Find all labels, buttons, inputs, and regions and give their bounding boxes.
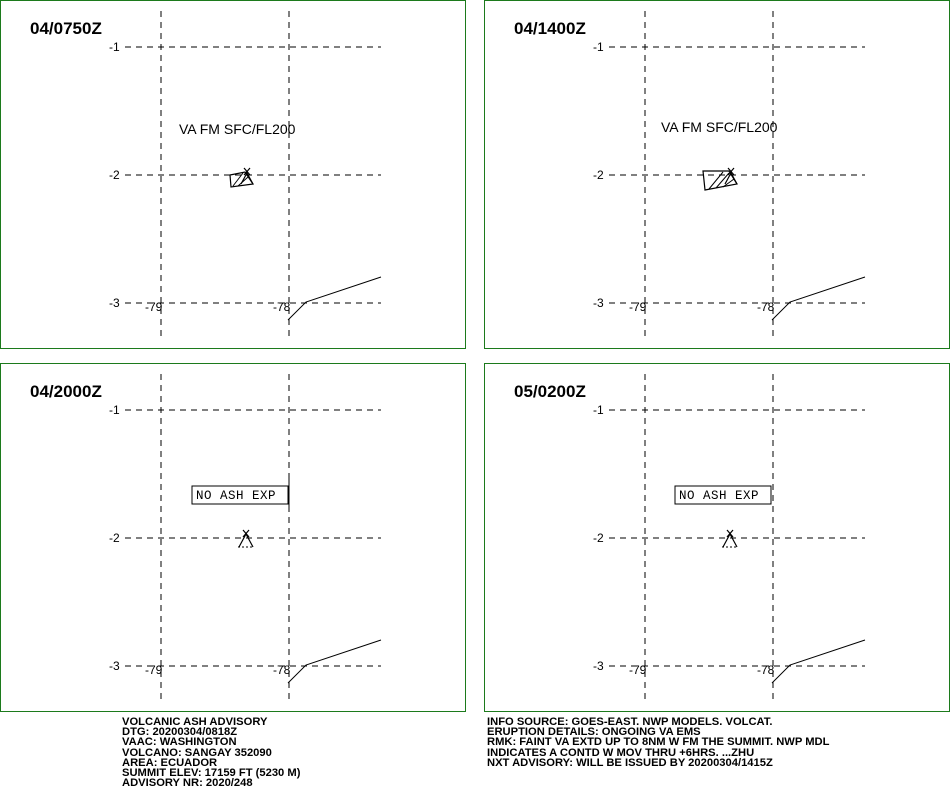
latitude-label: -3 [109, 659, 120, 673]
forecast-panel: 04/2000Z -1 -2 -3 -79 -78 NO ASH EXP [0, 363, 466, 712]
advisory-details-block: INFO SOURCE: GOES-EAST. NWP MODELS. VOLC… [487, 716, 830, 769]
panel-map: -1 -2 -3 -79 -78 NO ASH EXP [593, 374, 866, 704]
no-ash-box [674, 485, 772, 505]
volcano-icon [238, 529, 254, 548]
forecast-panel: 04/0750Z -1 -2 -3 -79 -78 VA FM SFC/FL200 [0, 0, 466, 349]
ash-height-label: VA FM SFC/FL200 [179, 121, 296, 137]
latitude-label: -1 [109, 40, 120, 54]
coastline [771, 276, 866, 321]
panel-map: -1 -2 -3 -79 -78 NO ASH EXP [109, 374, 382, 704]
latitude-label: -3 [109, 296, 120, 310]
panel-time-label: 04/2000Z [30, 382, 102, 401]
latitude-label: -2 [109, 531, 120, 545]
latitude-label: -2 [109, 168, 120, 182]
longitude-label: -79 [629, 300, 647, 314]
no-ash-label: NO ASH EXP [679, 489, 759, 503]
longitude-label: -78 [273, 300, 291, 314]
advisory-line: VAAC: WASHINGTON [122, 736, 237, 749]
latitude-label: -2 [593, 531, 604, 545]
advisory-line: INFO SOURCE: GOES-EAST. NWP MODELS. VOLC… [487, 716, 773, 728]
advisory-line: VOLCANIC ASH ADVISORY [122, 716, 268, 728]
latitude-label: -1 [109, 403, 120, 417]
advisory-line: DTG: 20200304/0818Z [122, 726, 238, 739]
advisory-line: ADVISORY NR: 2020/248 [122, 777, 253, 790]
panel-map: -1 -2 -3 -79 -78 VA FM SFC/FL200 [593, 11, 866, 341]
advisory-line: NXT ADVISORY: WILL BE ISSUED BY 20200304… [487, 756, 773, 769]
longitude-label: -78 [757, 663, 775, 677]
advisory-line: VOLCANO: SANGAY 352090 [122, 746, 272, 759]
panel-time-label: 05/0200Z [514, 382, 586, 401]
volcano-icon [240, 167, 254, 185]
no-ash-box [191, 485, 289, 505]
volcano-icon [722, 529, 738, 548]
volcano-icon [724, 167, 738, 185]
longitude-label: -78 [273, 663, 291, 677]
no-ash-label: NO ASH EXP [196, 489, 276, 503]
advisory-header-block: VOLCANIC ASH ADVISORY DTG: 20200304/0818Z… [122, 716, 301, 790]
panel-map: -1 -2 -3 -79 -78 VA FM SFC/FL200 [109, 11, 382, 341]
latitude-label: -3 [593, 659, 604, 673]
advisory-line: INDICATES A CONTD W MOV THRU +6HRS. ...Z… [487, 746, 755, 759]
panel-time-label: 04/0750Z [30, 19, 102, 38]
advisory-line: SUMMIT ELEV: 17159 FT (5230 M) [122, 766, 301, 779]
longitude-label: -79 [629, 663, 647, 677]
advisory-line: ERUPTION DETAILS: ONGOING VA EMS [487, 726, 701, 739]
coastline [287, 276, 382, 321]
panel-time-label: 04/1400Z [514, 19, 586, 38]
longitude-label: -79 [145, 300, 163, 314]
latitude-label: -1 [593, 40, 604, 54]
forecast-panel: 04/1400Z -1 -2 -3 -79 -78 VA FM SFC/FL200 [484, 0, 950, 349]
latitude-label: -2 [593, 168, 604, 182]
latitude-label: -3 [593, 296, 604, 310]
coastline [771, 639, 866, 684]
longitude-label: -78 [757, 300, 775, 314]
advisory-line: RMK: FAINT VA EXTD UP TO 8NM W FM THE SU… [487, 736, 830, 749]
ash-height-label: VA FM SFC/FL200 [661, 119, 778, 135]
longitude-label: -79 [145, 663, 163, 677]
forecast-panel: 05/0200Z -1 -2 -3 -79 -78 NO ASH EXP [484, 363, 950, 712]
advisory-line: AREA: ECUADOR [122, 756, 218, 769]
latitude-label: -1 [593, 403, 604, 417]
coastline [287, 639, 382, 684]
